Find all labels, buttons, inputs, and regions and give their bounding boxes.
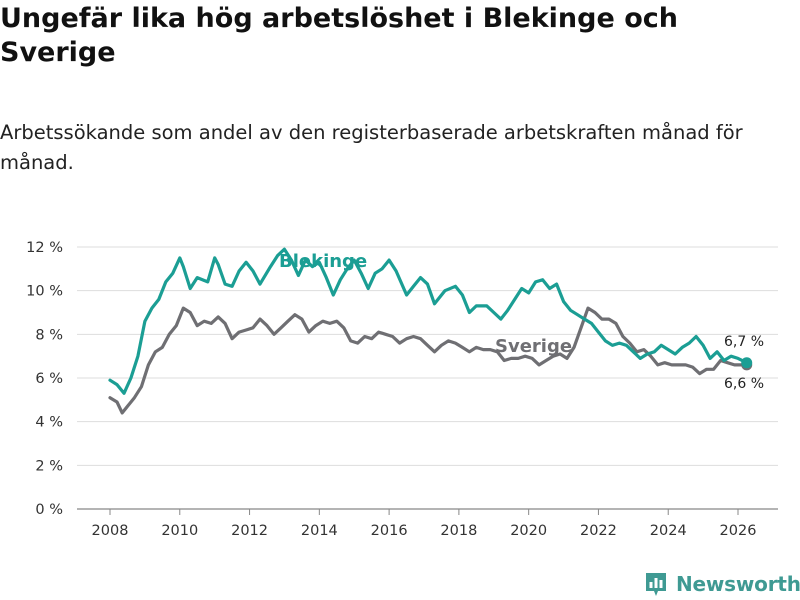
chart-subtitle: Arbetssökande som andel av den registerb… xyxy=(0,121,743,174)
x-tick-label: 2016 xyxy=(371,523,408,539)
x-tick-label: 2024 xyxy=(650,523,687,539)
x-tick-label: 2018 xyxy=(440,523,477,539)
end-value-label-blekinge: 6,7 % xyxy=(724,334,764,350)
newsworthy-logo: Newsworthy xyxy=(644,569,800,599)
y-tick-label: 10 % xyxy=(26,284,63,300)
bar-chart-icon xyxy=(646,572,666,596)
x-tick-label: 2012 xyxy=(231,523,268,539)
series-label-blekinge: Blekinge xyxy=(279,251,367,272)
y-tick-label: 4 % xyxy=(35,415,63,431)
x-tick-label: 2008 xyxy=(92,523,129,539)
y-axis: 0 % 2 % 4 % 6 % 8 % 10 % 12 % xyxy=(26,240,63,518)
series-line-blekinge xyxy=(108,247,749,395)
x-tick-label: 2010 xyxy=(161,523,198,539)
x-tick-label: 2014 xyxy=(301,523,338,539)
x-axis: 2008 2010 2012 2014 2016 2018 2020 2022 2024 2026 xyxy=(92,509,757,539)
y-tick-label: 12 % xyxy=(26,240,63,256)
x-tick-label: 2022 xyxy=(580,523,617,539)
grid-lines xyxy=(77,246,778,510)
y-tick-label: 2 % xyxy=(35,458,63,474)
series-line-sverige xyxy=(108,306,749,415)
end-value-label-sverige: 6,6 % xyxy=(724,376,764,392)
chart-title: Ungefär lika hög arbetslöshet i Blekinge… xyxy=(0,3,678,68)
series-label-sverige: Sverige xyxy=(495,336,572,357)
x-tick-label: 2020 xyxy=(510,523,547,539)
x-tick-label: 2026 xyxy=(720,523,757,539)
brand-name: Newsworthy xyxy=(676,572,800,596)
y-tick-label: 0 % xyxy=(35,502,63,518)
series-lines xyxy=(108,247,753,415)
y-tick-label: 8 % xyxy=(35,327,63,343)
y-tick-label: 6 % xyxy=(35,371,63,387)
end-marker-blekinge xyxy=(741,357,753,369)
